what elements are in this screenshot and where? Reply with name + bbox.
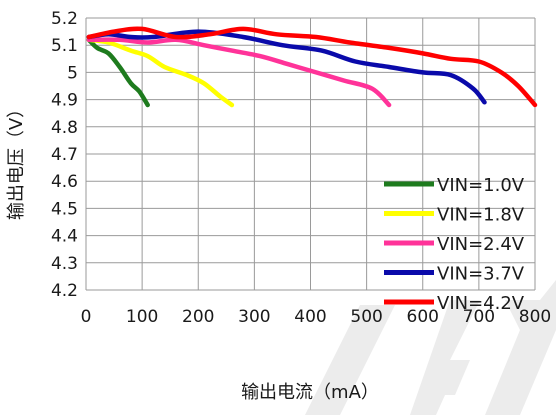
legend-label: VIN=1.8V xyxy=(437,205,525,226)
y-tick-label: 5.1 xyxy=(51,36,78,56)
x-tick-label: 400 xyxy=(294,307,326,327)
series-line-vin-1-8v xyxy=(86,37,235,108)
x-axis-title: 输出电流（mA） xyxy=(241,382,379,403)
legend: VIN=1.0V VIN=1.8V VIN=2.4V VIN=3.7V VIN=4.2V xyxy=(384,175,525,314)
tick-labels: 0 100 200 300 400 500 600 700 800 4.2 4.3 4.4 4.5 4.6… xyxy=(51,9,551,327)
y-tick-label: 4.5 xyxy=(51,199,78,219)
series-line-vin-2-4v xyxy=(86,37,392,108)
series-lines xyxy=(86,26,538,108)
y-tick-label: 4.6 xyxy=(51,172,78,192)
y-axis-title: 输出电压（V） xyxy=(6,100,27,220)
y-tick-label: 4.4 xyxy=(51,227,78,247)
y-tick-label: 4.2 xyxy=(51,281,78,301)
x-tick-label: 200 xyxy=(182,307,214,327)
y-tick-label: 5 xyxy=(67,63,78,83)
x-tick-label: 0 xyxy=(81,307,92,327)
legend-label: VIN=3.7V xyxy=(437,264,525,285)
series-line-vin-4-2v xyxy=(86,26,538,108)
x-tick-label: 600 xyxy=(407,307,439,327)
series-line-vin-1-0v xyxy=(86,37,150,108)
x-tick-label: 700 xyxy=(463,307,495,327)
y-tick-label: 5.2 xyxy=(51,9,78,29)
legend-label: VIN=2.4V xyxy=(437,234,525,255)
legend-label: VIN=1.0V xyxy=(437,175,525,196)
x-tick-label: 100 xyxy=(126,307,158,327)
watermark-shapes xyxy=(305,280,556,415)
x-tick-label: 300 xyxy=(238,307,270,327)
y-tick-label: 4.3 xyxy=(51,254,78,274)
series-line-vin-3-7v xyxy=(86,29,487,105)
x-tick-label: 500 xyxy=(350,307,382,327)
y-tick-label: 4.9 xyxy=(51,91,78,111)
x-tick-label: 800 xyxy=(519,307,551,327)
y-tick-label: 4.7 xyxy=(51,145,78,165)
y-tick-label: 4.8 xyxy=(51,118,78,138)
legend-label: VIN=4.2V xyxy=(437,293,525,314)
